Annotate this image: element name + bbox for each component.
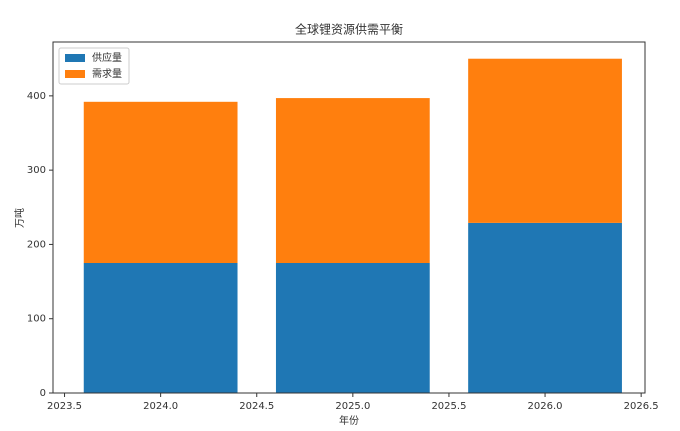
chart-title: 全球锂资源供需平衡 [295,22,403,37]
bar-segment [275,98,430,263]
x-axis-label: 年份 [339,414,359,427]
y-tick-label: 100 [27,314,46,325]
y-tick-label: 300 [27,165,46,176]
bar-segment [275,263,430,393]
legend-swatch [65,54,85,62]
x-tick-label: 2025.5 [431,401,466,412]
y-axis-label: 万吨 [13,208,26,228]
legend-label: 需求量 [92,68,122,80]
bar-segment [468,222,622,393]
y-tick-label: 400 [27,91,46,102]
bar-segment [83,263,238,393]
y-tick-label: 200 [27,239,46,250]
bar-segment [83,101,238,263]
plot-frame [52,41,646,394]
x-tick-label: 2026.5 [624,401,659,412]
x-tick-label: 2024.5 [239,401,274,412]
y-tick-label: 0 [40,388,46,399]
bar-segment [468,58,622,223]
x-tick-label: 2023.5 [47,401,82,412]
legend-swatch [65,70,85,78]
x-tick-label: 2026.0 [528,401,563,412]
x-tick-label: 2024.0 [143,401,178,412]
x-tick-label: 2025.0 [335,401,370,412]
legend-label: 供应量 [92,51,122,64]
